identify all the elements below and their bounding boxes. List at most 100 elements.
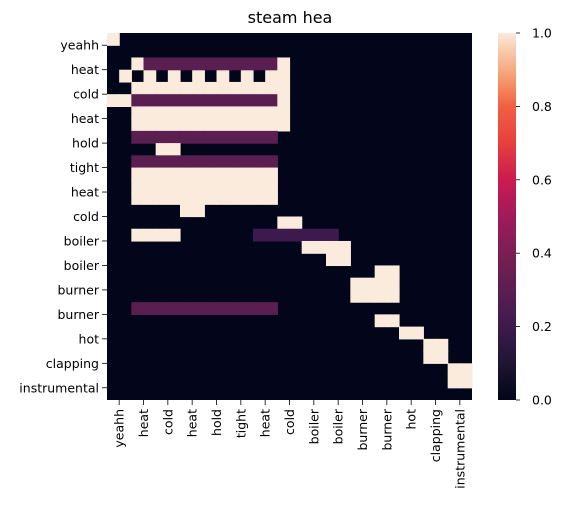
heatmap-cell xyxy=(155,155,169,169)
heatmap-cell xyxy=(435,351,449,364)
heatmap-cell xyxy=(265,192,278,205)
heatmap-cell xyxy=(216,155,230,169)
heatmap-cell xyxy=(216,69,230,83)
heatmap-cell xyxy=(326,228,339,242)
heatmap-cell xyxy=(204,192,218,205)
heatmap-cell xyxy=(216,106,230,120)
heatmap-cell xyxy=(167,57,181,71)
heatmap-cell xyxy=(131,106,145,120)
heatmap-cell xyxy=(167,192,181,205)
heatmap-cell xyxy=(240,155,254,169)
heatmap-cell xyxy=(265,81,278,95)
heatmap-cell xyxy=(204,118,218,132)
heatmap-cell xyxy=(240,106,254,120)
heatmap-cell xyxy=(155,167,169,181)
heatmap-cell xyxy=(216,118,230,132)
heatmap-cell xyxy=(216,130,230,144)
heatmap-cell xyxy=(216,167,230,181)
heatmap-cell xyxy=(338,240,351,254)
heatmap-cell xyxy=(386,277,400,291)
heatmap-cell xyxy=(240,167,254,181)
heatmap-cell xyxy=(228,130,242,144)
heatmap-cell xyxy=(155,179,169,193)
heatmap-cell xyxy=(216,179,230,193)
heatmap-cell xyxy=(350,289,364,303)
heatmap-cell xyxy=(265,130,278,144)
colorbar-axis: 0.0 0.2 0.4 0.6 0.8 1.0 xyxy=(516,26,552,408)
heatmap-cell xyxy=(240,130,254,144)
heatmap-cell xyxy=(265,302,278,315)
heatmap-cell xyxy=(143,118,157,132)
heatmap-cell xyxy=(277,228,291,242)
heatmap-cell xyxy=(240,81,254,95)
x-tick-label: clapping xyxy=(428,409,443,462)
heatmap-cell xyxy=(180,118,193,132)
heatmap-cell xyxy=(155,192,169,205)
heatmap-cell xyxy=(143,130,157,144)
x-tick-label: heat xyxy=(185,409,200,437)
heatmap-cell xyxy=(155,143,169,156)
heatmap-cell xyxy=(386,314,400,328)
heatmap-cell xyxy=(167,130,181,144)
heatmap-cell xyxy=(277,57,291,71)
x-tick-label: hold xyxy=(209,409,224,436)
colorbar-tick-label: 0.8 xyxy=(532,99,552,114)
heatmap-cell xyxy=(155,106,169,120)
heatmap-cell xyxy=(143,192,157,205)
y-axis: yeahh heat cold heat hold tight heat cold boiler… xyxy=(19,38,107,395)
heatmap-cell xyxy=(216,81,230,95)
heatmap-cell xyxy=(374,265,388,279)
heatmap-cell xyxy=(180,302,193,315)
heatmap-cell xyxy=(240,302,254,315)
heatmap-cell xyxy=(143,69,157,83)
heatmap-cell xyxy=(155,81,169,95)
heatmap-cell xyxy=(374,289,388,303)
y-tick-label: burner xyxy=(57,307,99,322)
heatmap-cell xyxy=(107,33,120,46)
x-tick-label: instrumental xyxy=(452,409,467,489)
heatmap-cell xyxy=(143,155,157,169)
heatmap-cell xyxy=(301,228,315,242)
heatmap-cell xyxy=(192,69,205,83)
y-tick-label: yeahh xyxy=(60,38,99,53)
heatmap-cell xyxy=(313,228,327,242)
heatmap-cell xyxy=(447,375,461,389)
heatmap-cell xyxy=(253,192,266,205)
heatmap-cell xyxy=(228,118,242,132)
heatmap-cell xyxy=(228,179,242,193)
heatmap-cell xyxy=(253,130,266,144)
x-tick-label: boiler xyxy=(306,408,321,444)
heatmap-cell xyxy=(289,216,303,230)
heatmap-cell xyxy=(131,155,145,169)
heatmap-cell xyxy=(131,228,145,242)
heatmap-cell xyxy=(374,277,388,291)
heatmap-cell xyxy=(253,118,266,132)
heatmap-cell xyxy=(240,179,254,193)
heatmap-cell xyxy=(131,192,145,205)
heatmap-cell xyxy=(228,106,242,120)
heatmap-cell xyxy=(143,302,157,315)
heatmap-cell xyxy=(228,155,242,169)
heatmap-cell xyxy=(253,57,266,71)
heatmap-cell xyxy=(240,118,254,132)
y-tick-label: boiler xyxy=(64,258,100,273)
heatmap-cell xyxy=(131,94,145,107)
heatmap-cell xyxy=(326,240,339,254)
heatmap-cell xyxy=(155,130,169,144)
x-tick-label: hot xyxy=(404,409,419,430)
heatmap-cell xyxy=(362,277,376,291)
heatmap-cell xyxy=(131,81,145,95)
heatmap-cell xyxy=(180,130,193,144)
heatmap-cell xyxy=(192,192,205,205)
heatmap-cell xyxy=(155,57,169,71)
heatmap-cell xyxy=(386,289,400,303)
heatmap-cell xyxy=(253,106,266,120)
heatmap-cell xyxy=(180,155,193,169)
heatmap-cell xyxy=(180,94,193,107)
heatmap-cell xyxy=(253,155,266,169)
heatmap-cell xyxy=(119,94,132,107)
heatmap-cell xyxy=(423,338,437,352)
x-tick-label: tight xyxy=(233,409,248,438)
colorbar-tick-label: 0.6 xyxy=(532,172,552,187)
